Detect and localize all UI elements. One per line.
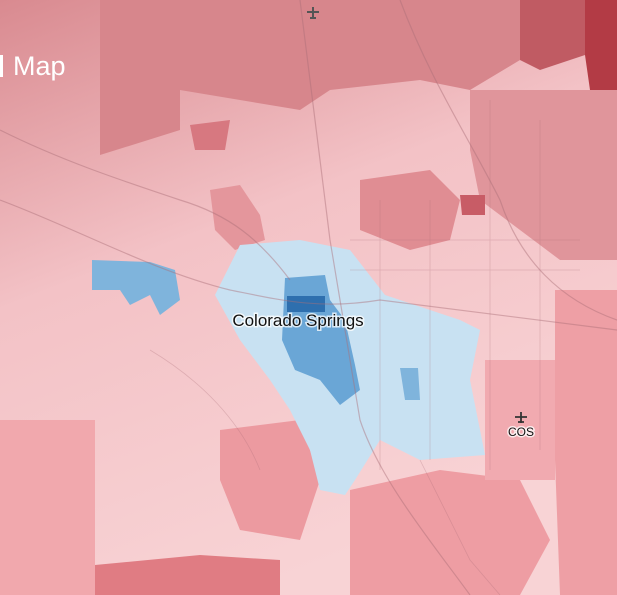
precinct <box>520 0 585 70</box>
precinct <box>287 296 325 312</box>
precinct <box>585 0 617 90</box>
airport-icon <box>515 412 527 423</box>
road <box>0 129 291 281</box>
precinct <box>350 470 550 595</box>
map-title: Map <box>13 51 66 81</box>
precinct <box>92 260 180 315</box>
precinct <box>95 555 280 595</box>
road <box>0 199 617 331</box>
precinct <box>470 90 617 260</box>
precinct <box>400 368 420 400</box>
precinct <box>0 420 95 595</box>
airport-label: COS <box>508 425 534 439</box>
precinct <box>190 120 230 150</box>
blue-precincts <box>92 240 485 495</box>
precinct <box>360 170 460 250</box>
precinct <box>220 420 320 540</box>
airport-icon <box>307 7 319 19</box>
road <box>299 0 471 595</box>
road <box>149 349 501 595</box>
city-label: Colorado Springs <box>232 311 363 330</box>
precinct <box>485 360 555 480</box>
precinct <box>555 290 617 595</box>
road <box>399 0 617 321</box>
precinct <box>100 0 520 155</box>
precinct <box>210 185 265 250</box>
title-fragment <box>0 55 3 77</box>
precinct <box>460 195 485 215</box>
road <box>350 100 580 470</box>
